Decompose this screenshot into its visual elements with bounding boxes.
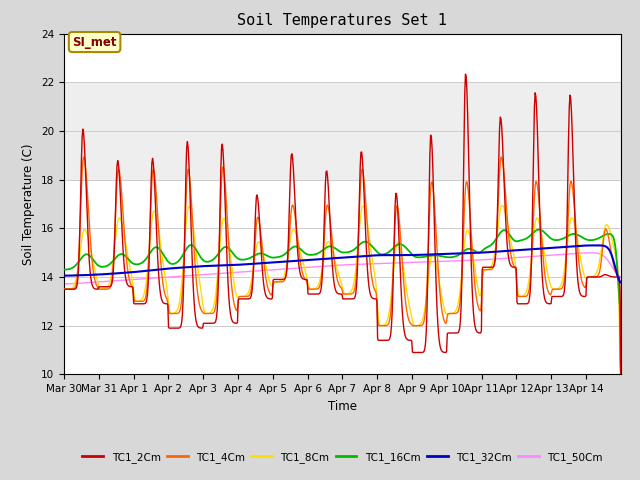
TC1_8Cm: [431, 256, 439, 262]
TC1_4Cm: [228, 290, 236, 296]
TC1_4Cm: [60, 286, 68, 292]
TC1_50Cm: [431, 259, 439, 264]
Bar: [64, 82, 621, 180]
TC1_2Cm: [255, 215, 263, 221]
Line: TC1_8Cm: TC1_8Cm: [64, 205, 621, 374]
TC1_50Cm: [586, 250, 594, 256]
Line: TC1_32Cm: TC1_32Cm: [64, 245, 621, 282]
TC1_4Cm: [401, 288, 408, 294]
TC1_32Cm: [400, 252, 408, 258]
TC1_32Cm: [617, 279, 625, 285]
TC1_8Cm: [400, 267, 408, 273]
TC1_32Cm: [431, 252, 439, 257]
TC1_50Cm: [276, 266, 284, 272]
Line: TC1_16Cm: TC1_16Cm: [64, 229, 621, 313]
TC1_16Cm: [617, 310, 625, 316]
TC1_32Cm: [255, 261, 263, 266]
TC1_4Cm: [126, 279, 134, 285]
TC1_8Cm: [60, 286, 68, 292]
Line: TC1_2Cm: TC1_2Cm: [64, 74, 621, 374]
TC1_16Cm: [431, 252, 439, 258]
TC1_32Cm: [276, 259, 284, 265]
Line: TC1_4Cm: TC1_4Cm: [64, 157, 621, 374]
TC1_4Cm: [432, 222, 440, 228]
TC1_16Cm: [276, 253, 284, 259]
TC1_50Cm: [255, 268, 263, 274]
TC1_8Cm: [125, 262, 133, 267]
TC1_50Cm: [617, 274, 625, 280]
Text: SI_met: SI_met: [72, 36, 117, 48]
TC1_50Cm: [228, 270, 236, 276]
TC1_8Cm: [616, 372, 624, 377]
Line: TC1_50Cm: TC1_50Cm: [64, 253, 621, 284]
TC1_2Cm: [228, 317, 236, 323]
TC1_50Cm: [400, 260, 408, 265]
Y-axis label: Soil Temperature (C): Soil Temperature (C): [22, 143, 35, 265]
TC1_16Cm: [535, 227, 543, 232]
TC1_2Cm: [60, 286, 68, 292]
TC1_32Cm: [60, 273, 68, 278]
TC1_2Cm: [461, 71, 469, 77]
TC1_16Cm: [125, 257, 133, 263]
TC1_4Cm: [617, 372, 625, 377]
TC1_16Cm: [400, 243, 408, 249]
TC1_16Cm: [255, 251, 263, 256]
X-axis label: Time: Time: [328, 400, 357, 413]
TC1_8Cm: [228, 263, 236, 268]
TC1_8Cm: [276, 278, 284, 284]
TC1_32Cm: [228, 262, 236, 268]
TC1_4Cm: [80, 154, 88, 160]
TC1_2Cm: [617, 372, 625, 377]
TC1_8Cm: [255, 239, 263, 245]
TC1_50Cm: [125, 277, 133, 283]
TC1_16Cm: [228, 249, 236, 254]
TC1_2Cm: [431, 242, 439, 248]
TC1_2Cm: [400, 325, 408, 331]
TC1_2Cm: [276, 276, 284, 282]
TC1_16Cm: [60, 267, 68, 273]
TC1_50Cm: [60, 281, 68, 287]
TC1_2Cm: [125, 284, 133, 289]
TC1_8Cm: [499, 203, 506, 208]
TC1_4Cm: [256, 224, 264, 229]
Legend: TC1_2Cm, TC1_4Cm, TC1_8Cm, TC1_16Cm, TC1_32Cm, TC1_50Cm: TC1_2Cm, TC1_4Cm, TC1_8Cm, TC1_16Cm, TC1…: [78, 448, 607, 467]
TC1_32Cm: [125, 270, 133, 276]
TC1_8Cm: [617, 372, 625, 377]
TC1_4Cm: [277, 279, 285, 285]
TC1_32Cm: [593, 242, 601, 248]
Title: Soil Temperatures Set 1: Soil Temperatures Set 1: [237, 13, 447, 28]
